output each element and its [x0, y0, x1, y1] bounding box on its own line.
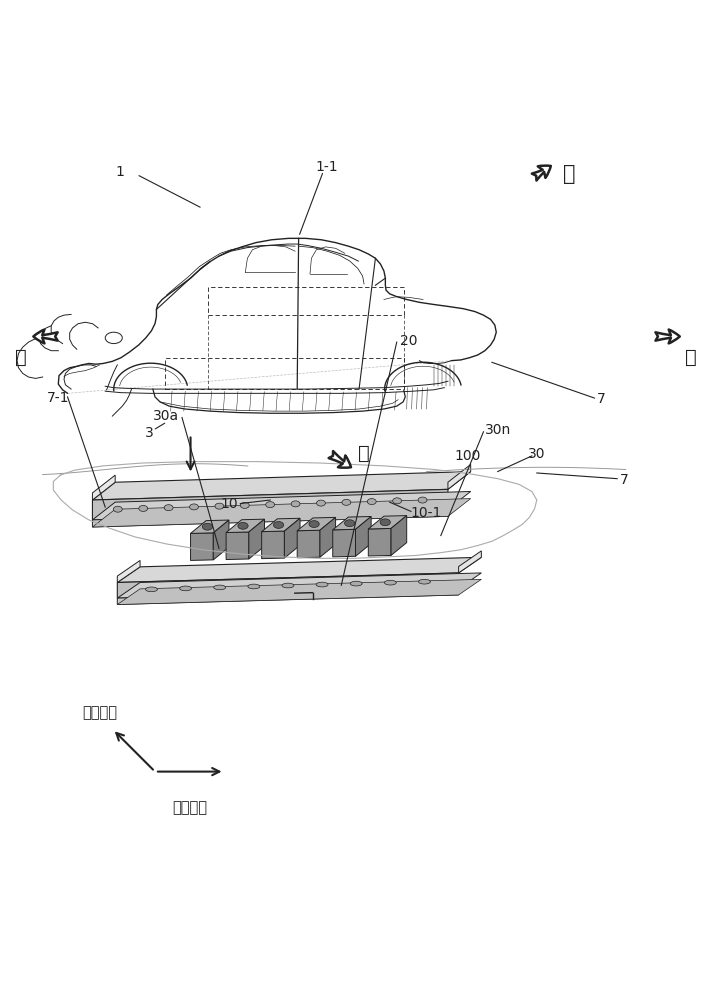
- Text: 1: 1: [115, 165, 124, 179]
- Ellipse shape: [113, 506, 122, 512]
- Polygon shape: [92, 489, 448, 520]
- Polygon shape: [391, 516, 407, 555]
- Ellipse shape: [309, 521, 319, 527]
- Polygon shape: [262, 518, 300, 532]
- Ellipse shape: [282, 583, 294, 588]
- Ellipse shape: [274, 522, 284, 528]
- Polygon shape: [333, 516, 371, 530]
- Ellipse shape: [139, 505, 148, 511]
- Ellipse shape: [180, 586, 191, 591]
- Polygon shape: [117, 579, 481, 605]
- Polygon shape: [249, 519, 264, 559]
- Polygon shape: [356, 516, 371, 556]
- Ellipse shape: [385, 580, 396, 585]
- Text: 3: 3: [145, 426, 154, 440]
- Ellipse shape: [266, 502, 274, 508]
- Ellipse shape: [214, 585, 225, 590]
- Ellipse shape: [419, 579, 430, 584]
- Ellipse shape: [342, 499, 351, 505]
- Ellipse shape: [238, 522, 248, 529]
- Polygon shape: [117, 573, 481, 598]
- Ellipse shape: [345, 520, 355, 527]
- Polygon shape: [297, 530, 320, 558]
- Text: 后: 后: [685, 348, 697, 367]
- Polygon shape: [213, 520, 229, 560]
- Ellipse shape: [215, 503, 224, 509]
- Text: 10: 10: [220, 497, 237, 511]
- Polygon shape: [117, 573, 459, 598]
- Polygon shape: [333, 529, 356, 557]
- Polygon shape: [284, 518, 300, 558]
- Text: 纵向方向: 纵向方向: [82, 705, 117, 720]
- Polygon shape: [92, 499, 471, 527]
- Text: 20: 20: [400, 334, 417, 348]
- Polygon shape: [92, 475, 115, 500]
- Ellipse shape: [248, 584, 260, 589]
- Text: 100: 100: [454, 449, 481, 463]
- Ellipse shape: [203, 523, 213, 530]
- Polygon shape: [226, 532, 249, 560]
- Text: 7-1: 7-1: [47, 391, 70, 405]
- Polygon shape: [117, 557, 481, 582]
- Ellipse shape: [164, 505, 173, 511]
- Polygon shape: [368, 528, 391, 556]
- Ellipse shape: [291, 501, 300, 507]
- Text: 10-1: 10-1: [411, 506, 442, 520]
- Ellipse shape: [418, 497, 427, 503]
- Polygon shape: [92, 491, 471, 520]
- Ellipse shape: [316, 500, 326, 506]
- Polygon shape: [92, 509, 448, 527]
- Text: 30n: 30n: [485, 423, 511, 437]
- Polygon shape: [262, 531, 284, 559]
- Ellipse shape: [316, 582, 328, 587]
- Text: 1-1: 1-1: [316, 160, 338, 174]
- Text: 前: 前: [16, 348, 27, 367]
- Text: 横向方向: 横向方向: [173, 800, 208, 815]
- Text: 左: 左: [563, 164, 576, 184]
- Ellipse shape: [146, 587, 157, 592]
- Text: 30: 30: [528, 447, 545, 461]
- Polygon shape: [226, 519, 264, 533]
- Polygon shape: [117, 589, 459, 605]
- Ellipse shape: [392, 498, 402, 504]
- Polygon shape: [191, 533, 213, 560]
- Polygon shape: [320, 517, 336, 557]
- Text: 7: 7: [597, 392, 606, 406]
- Polygon shape: [459, 551, 481, 573]
- Text: 30a: 30a: [153, 409, 179, 423]
- Polygon shape: [448, 464, 471, 489]
- Text: 7: 7: [620, 473, 629, 487]
- Polygon shape: [92, 472, 471, 500]
- Polygon shape: [297, 517, 336, 531]
- Ellipse shape: [351, 581, 362, 586]
- Polygon shape: [368, 516, 407, 529]
- Ellipse shape: [190, 504, 198, 510]
- Ellipse shape: [240, 502, 250, 508]
- Polygon shape: [117, 560, 140, 582]
- Ellipse shape: [380, 519, 390, 526]
- Text: 右: 右: [358, 444, 370, 463]
- Polygon shape: [191, 520, 229, 533]
- Ellipse shape: [368, 499, 376, 505]
